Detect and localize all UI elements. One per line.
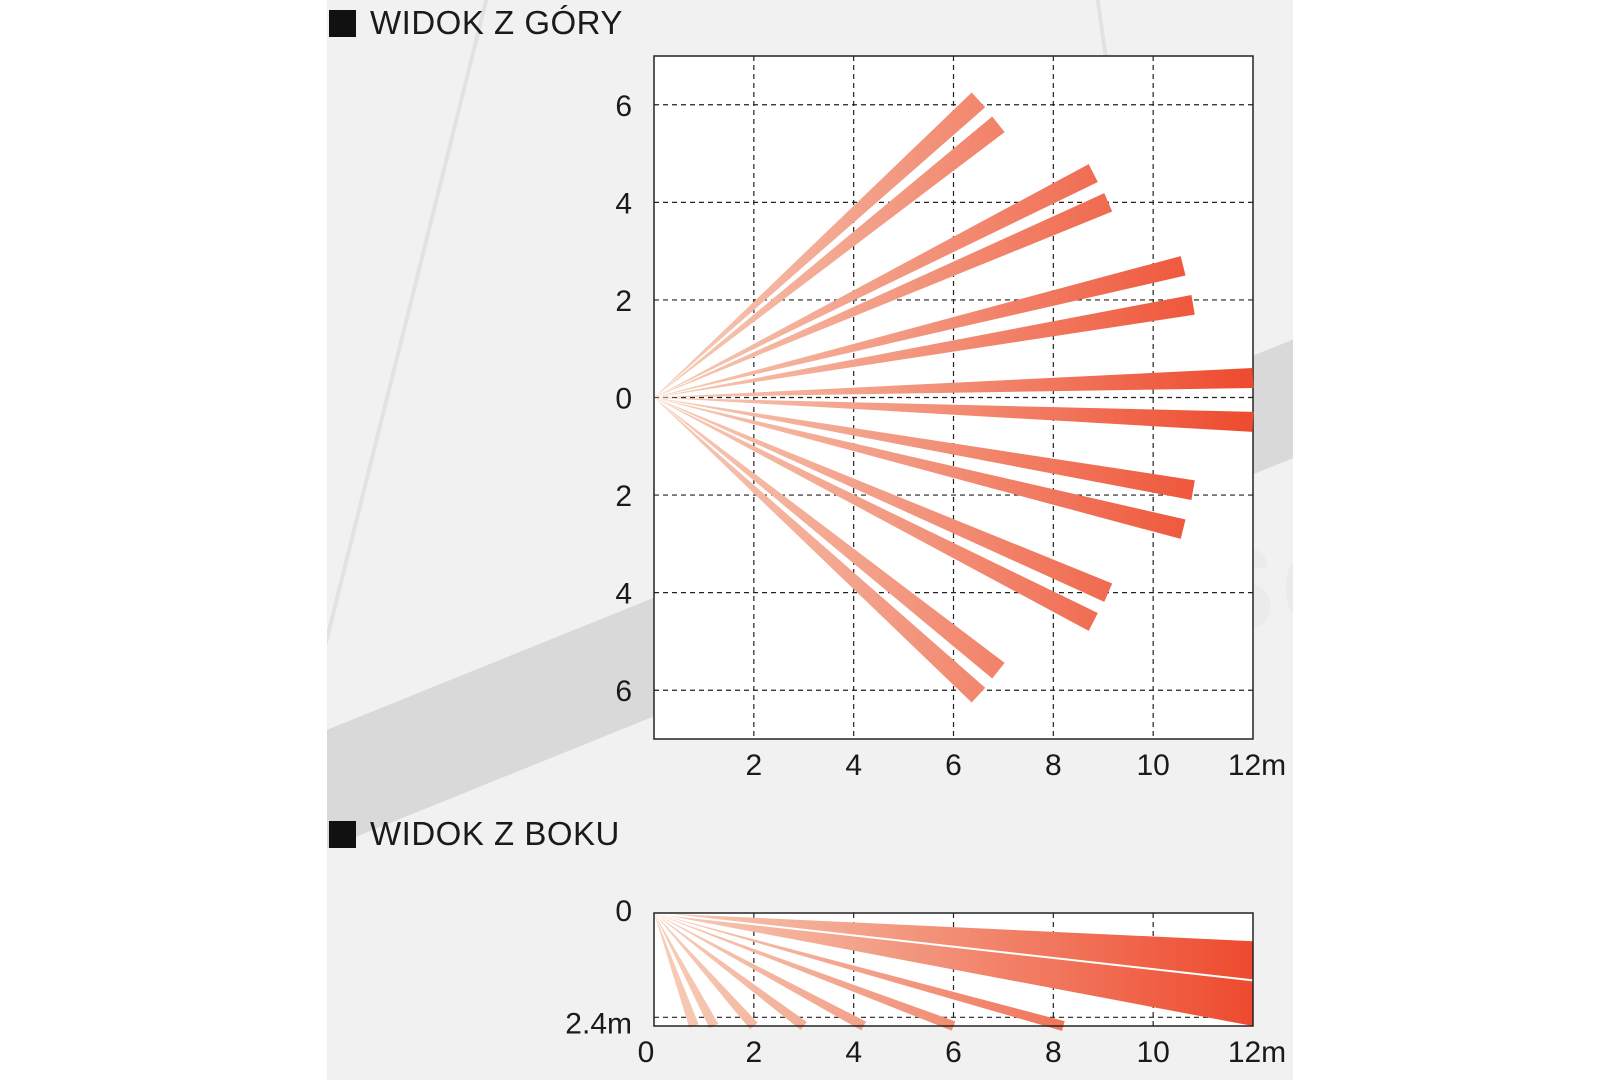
x-tick-label: 6 — [945, 1036, 962, 1069]
square-bullet-icon — [329, 9, 356, 37]
detection-beam — [654, 397, 986, 703]
top-view-x-ticks: 2 4 6 8 10 12m — [745, 749, 1286, 782]
side-view-x-ticks: 0 2 4 6 8 10 12m — [638, 1036, 1287, 1069]
detection-beam — [654, 397, 1195, 501]
y-tick-label: 2 — [615, 480, 632, 513]
diagram-panel: PLUSCOM WIDOK Z GÓRY WIDOK Z BOKU 642024… — [327, 0, 1293, 1080]
detection-beam-far — [654, 913, 1253, 1026]
x-tick-label: 12m — [1228, 749, 1286, 782]
detection-beam — [654, 913, 719, 1029]
side-view-title-text: WIDOK Z BOKU — [370, 815, 620, 852]
top-view-beams — [654, 92, 1254, 703]
side-view-y-ticks: 0 2.4m — [565, 895, 632, 1040]
detection-beam — [654, 397, 1186, 539]
top-view-y-ticks: 6 4 2 0 2 4 6 — [615, 90, 632, 708]
top-view-title-text: WIDOK Z GÓRY — [370, 4, 623, 41]
detection-beam — [654, 397, 1005, 679]
detection-beam — [654, 913, 867, 1031]
x-tick-label: 8 — [1045, 1036, 1062, 1069]
detection-beam — [654, 92, 986, 398]
detection-beam — [654, 116, 1005, 398]
x-tick-label: 6 — [945, 749, 962, 782]
detection-beam — [654, 294, 1195, 398]
detection-beam — [654, 193, 1113, 398]
y-tick-label: 4 — [615, 578, 632, 611]
detection-beam — [654, 367, 1254, 398]
x-tick-label: 10 — [1136, 749, 1169, 782]
y-tick-label: 2 — [615, 285, 632, 318]
side-view-beams — [653, 912, 1254, 1031]
y-tick-label: 0 — [615, 383, 632, 416]
x-tick-label: 8 — [1045, 749, 1062, 782]
x-tick-label: 10 — [1136, 1036, 1169, 1069]
y-tick-label: 4 — [615, 187, 632, 220]
detection-beam — [654, 164, 1098, 398]
detection-beam — [654, 913, 807, 1030]
detection-beam — [654, 913, 1065, 1031]
detection-beam — [654, 913, 956, 1031]
beam-separator — [653, 912, 1254, 982]
x-tick-label: 0 — [638, 1036, 655, 1069]
detection-beam — [654, 397, 1113, 602]
side-view-chart: 02.4m 0 2 4 6 8 10 12m — [565, 895, 1286, 1069]
y-tick-label: 0 — [615, 895, 632, 928]
detection-beam — [654, 397, 1254, 432]
detection-beam — [654, 913, 758, 1030]
x-tick-label: 4 — [845, 1036, 862, 1069]
detection-beam — [654, 913, 699, 1028]
top-view-chart: 6 4 2 0 2 4 6 2 4 6 8 10 12m — [615, 55, 1286, 782]
top-view-title: WIDOK Z GÓRY — [329, 4, 623, 42]
top-view-grid — [654, 56, 1253, 739]
detection-beam — [654, 256, 1186, 398]
side-view-border — [653, 912, 1254, 1027]
y-tick-label: 2.4m — [565, 1007, 632, 1040]
x-tick-label: 2 — [745, 749, 762, 782]
y-tick-label: 6 — [615, 675, 632, 708]
x-tick-label: 2 — [745, 1036, 762, 1069]
square-bullet-icon — [329, 820, 356, 848]
side-view-title: WIDOK Z BOKU — [329, 815, 620, 853]
x-tick-label: 4 — [845, 749, 862, 782]
y-tick-label: 6 — [615, 90, 632, 123]
x-tick-label: 12m — [1228, 1036, 1286, 1069]
detection-beam — [654, 397, 1098, 631]
